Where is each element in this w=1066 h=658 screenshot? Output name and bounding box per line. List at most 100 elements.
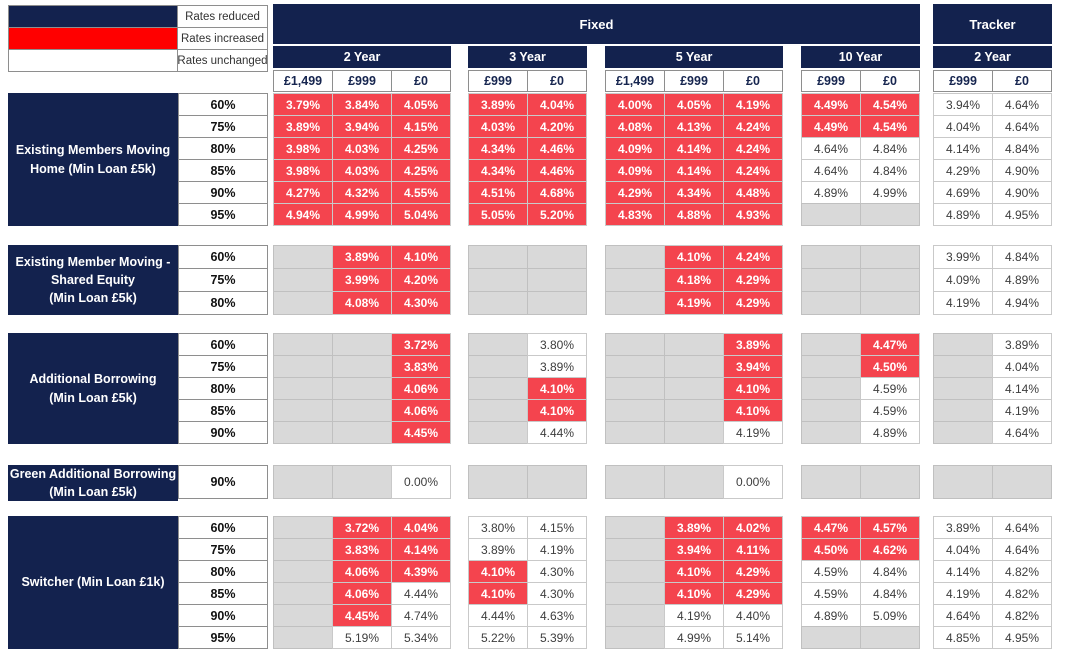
ltv-cell: 60% — [178, 245, 268, 269]
rate-cell: 4.39% — [391, 560, 451, 583]
rate-cell: 4.14% — [933, 560, 993, 583]
rate-cell: 4.94% — [992, 291, 1052, 315]
year-header-row: 2 Year 3 Year 5 Year 10 Year 2 Year — [273, 46, 1052, 68]
rate-group: 4.08% 4.13% 4.24% — [605, 115, 783, 138]
rate-group: 4.10% — [605, 399, 783, 422]
rate-cell: 3.99% — [332, 268, 392, 292]
legend-label: Rates increased — [178, 27, 268, 50]
rate-group: 4.08% 4.30% — [273, 291, 451, 315]
table-row: 75% 3.83% 3.89% 3.94% 4.50% 4.04% — [178, 355, 1052, 378]
table-row: 60% 3.79% 3.84% 4.05% 3.89% 4.04% 4.00% 4.05% 4.… — [178, 93, 1052, 116]
empty-cell — [332, 377, 392, 400]
rate-cell: 4.10% — [723, 377, 783, 400]
rate-cell: 4.64% — [801, 137, 861, 160]
rate-cell: 4.29% — [723, 268, 783, 292]
empty-cell — [801, 245, 861, 269]
rate-cell: 4.10% — [468, 582, 528, 605]
rate-group: 5.19% 5.34% — [273, 626, 451, 649]
empty-cell — [273, 245, 333, 269]
empty-cell — [468, 465, 528, 499]
rate-cell: 4.06% — [332, 582, 392, 605]
rate-group: 3.94% — [605, 355, 783, 378]
rate-cell: 4.29% — [933, 159, 993, 182]
empty-cell — [273, 399, 333, 422]
rate-cell: 4.59% — [801, 582, 861, 605]
rate-group: 3.98% 4.03% 4.25% — [273, 137, 451, 160]
table-row: 85% 4.06% 4.10% 4.10% 4.59% 4.19% — [178, 399, 1052, 422]
empty-cell — [605, 626, 665, 649]
empty-cell — [605, 516, 665, 539]
rate-cell: 4.05% — [664, 93, 724, 116]
rate-group: 4.89% — [801, 421, 920, 444]
rate-cell: 4.27% — [273, 181, 333, 204]
rate-cell: 5.34% — [391, 626, 451, 649]
empty-cell — [801, 355, 861, 378]
table-row: 95% 4.94% 4.99% 5.04% 5.05% 5.20% 4.83% 4.88% 4.… — [178, 203, 1052, 226]
rate-cell: 4.03% — [332, 137, 392, 160]
empty-cell — [801, 203, 861, 226]
rate-cell: 4.24% — [723, 115, 783, 138]
rate-group: 4.47% 4.57% — [801, 516, 920, 539]
empty-cell — [664, 333, 724, 356]
ltv-cell: 95% — [178, 626, 268, 649]
rate-cell: 4.14% — [992, 377, 1052, 400]
legend-swatch-white — [8, 49, 178, 72]
rate-cell: 4.99% — [664, 626, 724, 649]
empty-cell — [468, 399, 528, 422]
rate-group: 4.29% 4.90% — [933, 159, 1052, 182]
empty-cell — [605, 377, 665, 400]
empty-cell — [801, 333, 861, 356]
rate-group — [801, 268, 920, 292]
rate-group: 4.00% 4.05% 4.19% — [605, 93, 783, 116]
rate-group: 4.04% 4.64% — [933, 115, 1052, 138]
empty-cell — [801, 626, 861, 649]
rate-group: 4.44% 4.63% — [468, 604, 587, 627]
rate-group: 4.10% — [468, 377, 587, 400]
rate-cell: 4.88% — [664, 203, 724, 226]
ltv-cell: 80% — [178, 137, 268, 160]
empty-cell — [273, 268, 333, 292]
rate-cell: 4.51% — [468, 181, 528, 204]
rate-cell: 4.08% — [605, 115, 665, 138]
empty-cell — [273, 582, 333, 605]
empty-cell — [332, 399, 392, 422]
rate-cell: 5.19% — [332, 626, 392, 649]
rate-cell: 4.10% — [723, 399, 783, 422]
year-header-tracker: 2 Year — [933, 46, 1052, 68]
rate-cell: 4.89% — [860, 421, 920, 444]
table-row: 95% 5.19% 5.34% 5.22% 5.39% 4.99% 5.14% 4.85% 4.… — [178, 626, 1052, 649]
empty-cell — [273, 377, 333, 400]
rate-group: 4.59% 4.84% — [801, 560, 920, 583]
ltv-cell: 90% — [178, 465, 268, 499]
rate-cell: 4.14% — [664, 159, 724, 182]
empty-cell — [527, 291, 587, 315]
empty-cell — [605, 421, 665, 444]
empty-cell — [527, 268, 587, 292]
rate-group: 4.14% 4.82% — [933, 560, 1052, 583]
empty-cell — [605, 604, 665, 627]
empty-cell — [801, 377, 861, 400]
rate-cell: 4.08% — [332, 291, 392, 315]
empty-cell — [332, 333, 392, 356]
empty-cell — [860, 203, 920, 226]
rate-group — [801, 203, 920, 226]
rate-cell: 4.10% — [468, 560, 528, 583]
rate-cell: 4.84% — [992, 245, 1052, 269]
rate-cell: 4.24% — [723, 245, 783, 269]
rate-cell: 4.84% — [860, 159, 920, 182]
ltv-cell: 75% — [178, 268, 268, 292]
rate-cell: 3.89% — [933, 516, 993, 539]
tracker-section-header: Tracker — [933, 4, 1052, 44]
rate-cell: 3.89% — [468, 538, 528, 561]
rate-group — [801, 626, 920, 649]
rate-cell: 3.79% — [273, 93, 333, 116]
empty-cell — [605, 582, 665, 605]
fee-header-row: £1,499 £999 £0 £999 £0 £1,499 £999 £0 £999 £0 £999… — [273, 70, 1052, 92]
rate-cell: 4.64% — [992, 538, 1052, 561]
rate-group: 3.89% 3.94% 4.15% — [273, 115, 451, 138]
empty-cell — [468, 268, 528, 292]
rate-cell: 4.89% — [801, 181, 861, 204]
rate-cell: 4.44% — [527, 421, 587, 444]
rate-cell: 4.40% — [723, 604, 783, 627]
rate-cell: 4.59% — [860, 377, 920, 400]
